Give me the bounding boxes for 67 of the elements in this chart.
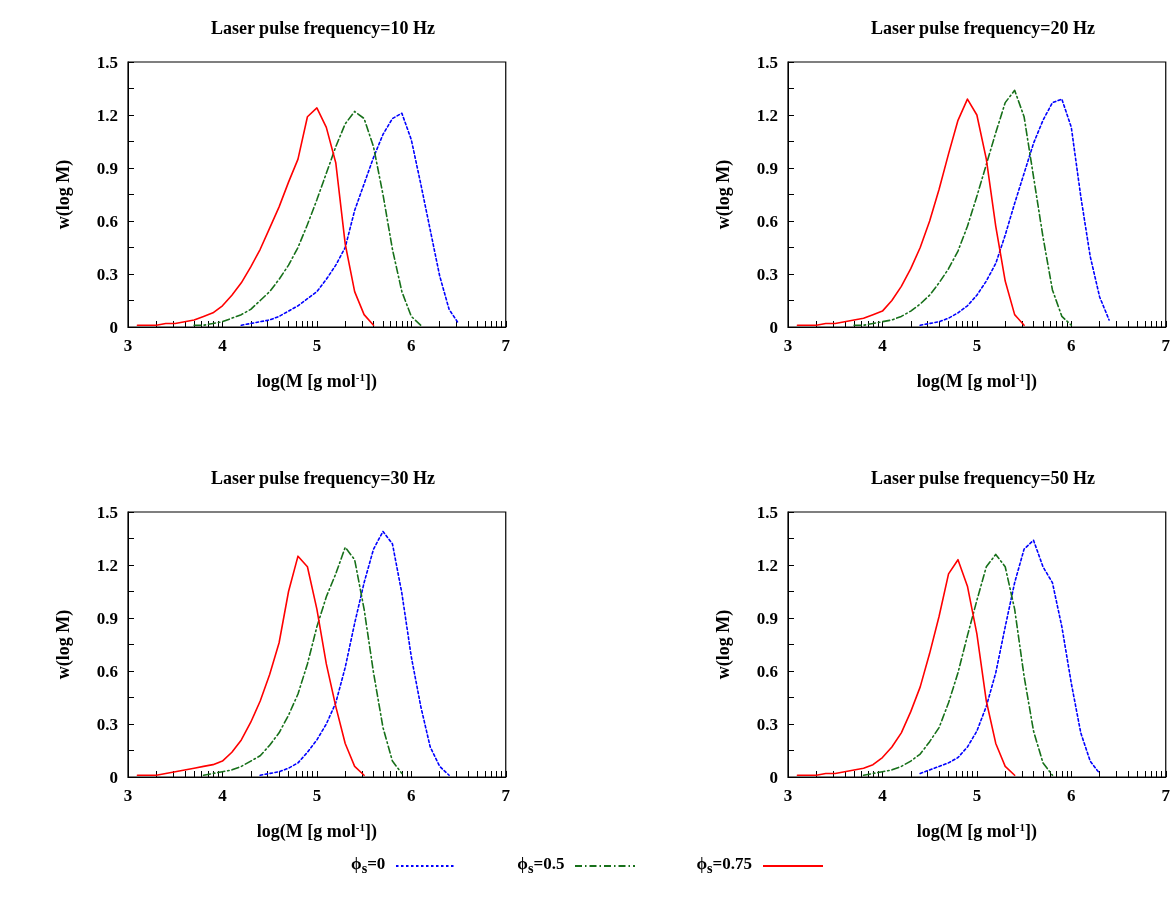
- y-tick-label: 0.6: [96, 661, 118, 681]
- x-tick-label: 5: [972, 336, 982, 355]
- y-tick-label: 1.5: [96, 52, 118, 72]
- y-tick-label: 0.3: [756, 264, 778, 284]
- chart-title: Laser pulse frequency=50 Hz: [870, 468, 1096, 488]
- y-tick-label: 0: [769, 767, 778, 787]
- y-tick-label: 1.5: [756, 502, 778, 522]
- y-axis-title: w(log M): [53, 609, 74, 680]
- y-tick-label: 0.6: [756, 211, 778, 231]
- y-tick-label: 0.3: [756, 714, 778, 734]
- x-tick-label: 7: [1161, 336, 1171, 355]
- x-tick-label: 6: [407, 336, 416, 355]
- x-tick-label: 7: [501, 336, 511, 355]
- chart-title: Laser pulse frequency=20 Hz: [870, 18, 1096, 38]
- y-tick-label: 1.5: [756, 52, 778, 72]
- y-tick-label: 0: [769, 317, 778, 337]
- x-tick-label: 4: [218, 786, 228, 805]
- legend-label: ϕ$_{s}$=0.5: [517, 854, 565, 878]
- line-series: [193, 110, 422, 327]
- x-tick-label: 5: [312, 786, 322, 805]
- line-series: [853, 89, 1073, 327]
- x-tick-label: 7: [1161, 786, 1171, 805]
- x-tick-label: 5: [312, 336, 322, 355]
- x-tick-label: 5: [972, 786, 982, 805]
- y-tick-label: 0: [109, 767, 118, 787]
- y-tick-label: 0.9: [96, 608, 118, 628]
- y-tick-label: 0.9: [96, 158, 118, 178]
- y-tick-label: 0: [109, 317, 118, 337]
- y-axis-title: w(log M): [53, 159, 74, 230]
- y-tick-label: 1.2: [756, 555, 778, 575]
- y-tick-label: 0.6: [96, 211, 118, 231]
- y-tick-label: 0.6: [756, 661, 778, 681]
- legend-label: ϕ$_{s}$=0: [351, 854, 386, 878]
- x-tick-label: 4: [878, 336, 888, 355]
- x-tick-label: 3: [123, 336, 133, 355]
- y-tick-label: 1.2: [96, 105, 118, 125]
- x-tick-label: 3: [783, 336, 793, 355]
- chart-title: Laser pulse frequency=30 Hz: [210, 468, 436, 488]
- legend-label: ϕ$_{s}$=0.75: [696, 854, 752, 878]
- x-tick-label: 6: [407, 786, 416, 805]
- y-tick-label: 0.3: [96, 714, 118, 734]
- line-series: [136, 107, 375, 327]
- x-tick-label: 4: [218, 336, 228, 355]
- line-series: [259, 530, 450, 777]
- line-series: [919, 539, 1101, 775]
- y-axis-title: w(log M): [713, 609, 734, 680]
- line-series: [796, 558, 1016, 777]
- line-series: [796, 98, 1025, 327]
- x-tick-label: 3: [783, 786, 793, 805]
- x-tick-label: 6: [1067, 336, 1076, 355]
- y-tick-label: 0.3: [96, 264, 118, 284]
- x-tick-label: 6: [1067, 786, 1076, 805]
- y-axis-title: w(log M): [713, 159, 734, 230]
- chart-title: Laser pulse frequency=10 Hz: [210, 18, 436, 38]
- y-tick-label: 1.5: [96, 502, 118, 522]
- line-series: [919, 98, 1110, 327]
- line-series: [862, 553, 1054, 777]
- y-tick-label: 0.9: [756, 158, 778, 178]
- line-series: [202, 546, 403, 777]
- x-tick-label: 3: [123, 786, 133, 805]
- y-tick-label: 1.2: [96, 555, 118, 575]
- line-series: [240, 112, 460, 327]
- y-tick-label: 1.2: [756, 105, 778, 125]
- x-tick-label: 4: [878, 786, 888, 805]
- x-tick-label: 7: [501, 786, 511, 805]
- line-series: [136, 555, 365, 777]
- y-tick-label: 0.9: [756, 608, 778, 628]
